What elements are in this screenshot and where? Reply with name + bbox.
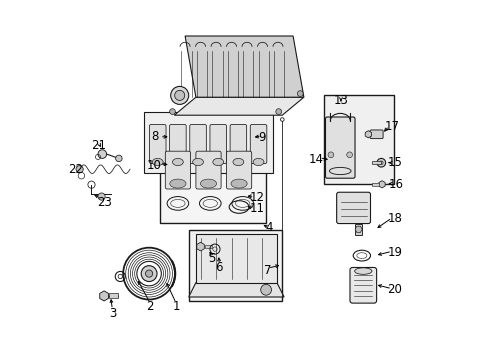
Circle shape — [379, 161, 382, 165]
Ellipse shape — [152, 158, 163, 166]
Polygon shape — [197, 242, 204, 251]
Circle shape — [297, 91, 303, 96]
Text: 10: 10 — [147, 159, 162, 172]
Bar — [371, 183, 378, 186]
Circle shape — [141, 266, 157, 282]
Text: 15: 15 — [387, 156, 402, 169]
Text: 18: 18 — [387, 212, 402, 225]
Text: 2: 2 — [146, 300, 154, 313]
Ellipse shape — [170, 86, 188, 104]
Text: 23: 23 — [97, 196, 112, 209]
Ellipse shape — [192, 158, 203, 166]
Ellipse shape — [232, 158, 244, 166]
Circle shape — [346, 152, 352, 158]
Polygon shape — [174, 97, 303, 115]
Bar — [143, 112, 273, 173]
FancyBboxPatch shape — [165, 151, 190, 189]
Ellipse shape — [169, 179, 185, 188]
Text: 6: 6 — [215, 261, 223, 274]
Text: 5: 5 — [207, 252, 215, 265]
Ellipse shape — [174, 90, 184, 100]
FancyBboxPatch shape — [336, 192, 370, 224]
Text: 16: 16 — [387, 178, 403, 191]
Circle shape — [327, 152, 333, 158]
Text: 19: 19 — [386, 246, 402, 258]
Ellipse shape — [212, 158, 223, 166]
Circle shape — [115, 155, 122, 162]
Circle shape — [376, 158, 385, 167]
FancyBboxPatch shape — [369, 130, 382, 139]
Polygon shape — [188, 283, 284, 297]
FancyBboxPatch shape — [250, 125, 266, 163]
Polygon shape — [365, 131, 371, 138]
Text: 17: 17 — [384, 120, 399, 133]
Text: 22: 22 — [68, 163, 83, 176]
Polygon shape — [354, 226, 362, 233]
Bar — [160, 137, 265, 223]
Text: 8: 8 — [151, 130, 159, 143]
FancyBboxPatch shape — [349, 267, 376, 303]
Circle shape — [76, 166, 83, 173]
FancyBboxPatch shape — [189, 125, 206, 163]
Bar — [204, 245, 212, 248]
Text: 14: 14 — [307, 153, 323, 166]
Bar — [323, 95, 393, 184]
Circle shape — [98, 150, 106, 158]
Polygon shape — [100, 291, 108, 301]
Ellipse shape — [172, 158, 183, 166]
FancyBboxPatch shape — [325, 117, 354, 178]
Text: 3: 3 — [108, 307, 116, 320]
Polygon shape — [196, 234, 276, 283]
Bar — [109, 293, 118, 298]
Ellipse shape — [354, 268, 371, 274]
Circle shape — [98, 193, 105, 200]
Ellipse shape — [253, 158, 264, 166]
Text: 7: 7 — [264, 264, 271, 277]
Circle shape — [169, 109, 175, 114]
FancyBboxPatch shape — [226, 151, 251, 189]
FancyBboxPatch shape — [196, 151, 221, 189]
Ellipse shape — [200, 179, 216, 188]
Bar — [188, 230, 282, 301]
Circle shape — [275, 109, 281, 114]
FancyBboxPatch shape — [209, 125, 226, 163]
Text: 13: 13 — [333, 94, 348, 107]
Bar — [371, 161, 381, 164]
Text: 21: 21 — [91, 139, 106, 152]
Circle shape — [145, 270, 152, 277]
Text: 4: 4 — [264, 221, 272, 234]
FancyBboxPatch shape — [169, 125, 186, 163]
Bar — [355, 224, 361, 235]
Polygon shape — [378, 181, 385, 188]
Text: 9: 9 — [258, 131, 265, 144]
FancyBboxPatch shape — [149, 125, 166, 163]
Text: 20: 20 — [387, 283, 402, 296]
Circle shape — [260, 284, 271, 295]
Ellipse shape — [230, 179, 247, 188]
Polygon shape — [185, 36, 303, 97]
Text: 12: 12 — [249, 191, 264, 204]
Text: 11: 11 — [249, 202, 264, 215]
Text: 1: 1 — [172, 300, 180, 313]
FancyBboxPatch shape — [230, 125, 246, 163]
